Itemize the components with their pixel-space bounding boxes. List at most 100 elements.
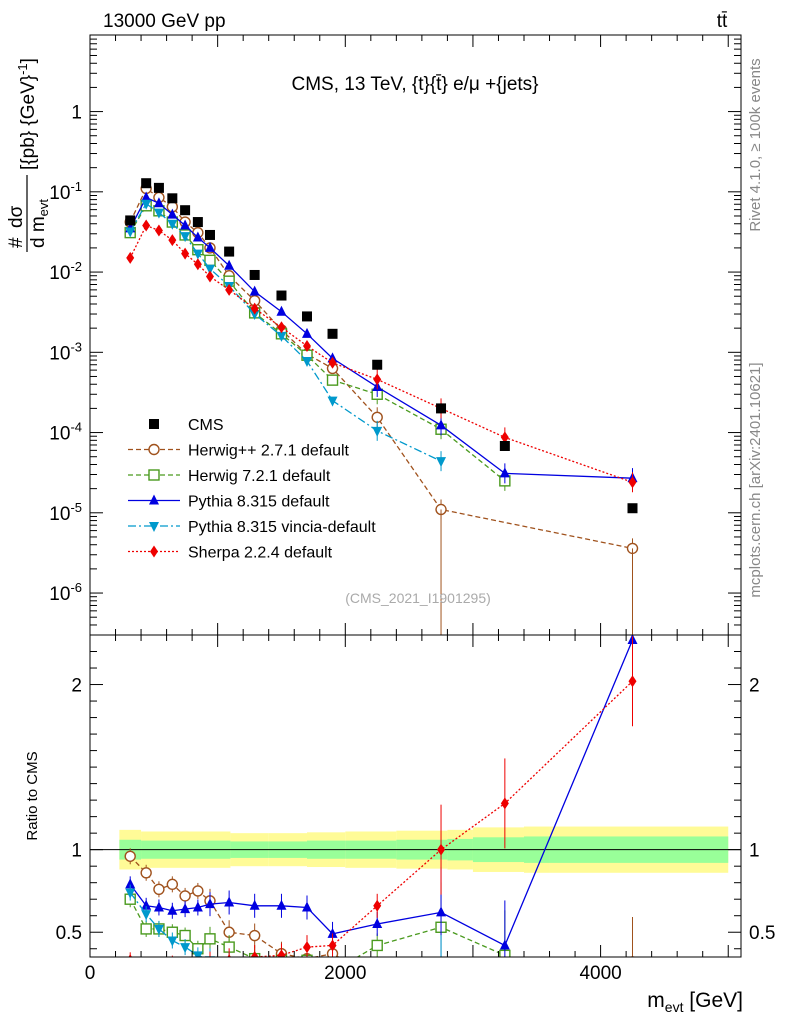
series-point bbox=[154, 224, 163, 237]
series-point bbox=[192, 249, 203, 260]
ratio-panel: 0 2000 4000 0.5 0.5 1 1 2 2 bbox=[56, 634, 775, 984]
ratio-point bbox=[153, 924, 164, 935]
y-tick-label: 10-3 bbox=[49, 339, 82, 364]
ratio-point bbox=[192, 951, 203, 957]
cms-data-point bbox=[192, 217, 203, 228]
series-point bbox=[303, 339, 311, 352]
series-point bbox=[302, 327, 312, 338]
cms-data-point bbox=[302, 311, 312, 322]
cms-data-point bbox=[627, 503, 638, 514]
cms-data-point bbox=[167, 193, 178, 204]
cms-data-point bbox=[204, 229, 215, 240]
series-line bbox=[129, 224, 633, 483]
cms-data-point bbox=[436, 403, 447, 414]
y-tick-label: 1 bbox=[71, 103, 82, 124]
series-point bbox=[249, 285, 260, 296]
x-tick-label: 2000 bbox=[324, 963, 366, 984]
x-tick-label: 4000 bbox=[579, 963, 621, 984]
ratio-point bbox=[499, 939, 510, 950]
ratio-point bbox=[192, 885, 204, 897]
series-point bbox=[180, 232, 191, 243]
legend-marker bbox=[149, 419, 159, 429]
ratio-point bbox=[628, 675, 637, 688]
series-point bbox=[373, 373, 382, 386]
ratio-point bbox=[167, 936, 178, 947]
cms-data-point bbox=[224, 246, 235, 257]
cms-data-point bbox=[499, 440, 510, 451]
ratio-point bbox=[227, 954, 231, 957]
series-point bbox=[141, 199, 152, 210]
ratio-y-tick-label-right: 2 bbox=[749, 676, 760, 697]
main-panel: 1 10-1 10-2 10-3 10-4 10-5 10-6 CMS, 13 TeV, {… bbox=[49, 34, 742, 636]
y-tick-label: 10-6 bbox=[49, 580, 82, 605]
rivet-version-label: Rivet 4.1.0, ≥ 100k events bbox=[747, 58, 764, 231]
series-point bbox=[371, 411, 383, 423]
ratio-point bbox=[372, 917, 383, 928]
series-point bbox=[250, 302, 259, 315]
series-point bbox=[499, 467, 510, 478]
ratio-point bbox=[328, 939, 337, 952]
ratio-point bbox=[153, 901, 164, 912]
ratio-point bbox=[436, 906, 447, 917]
ratio-y-tick-label-right: 0.5 bbox=[749, 923, 775, 944]
series-point bbox=[436, 457, 447, 468]
cms-data-point bbox=[327, 328, 338, 339]
cms-data-point bbox=[125, 215, 136, 226]
ratio-y-tick-label: 2 bbox=[71, 676, 82, 697]
ratio-series-line bbox=[129, 639, 634, 947]
series-point bbox=[276, 305, 287, 316]
ratio-point bbox=[303, 941, 311, 954]
series-point bbox=[153, 208, 164, 219]
ratio-point bbox=[371, 939, 383, 952]
source-label: mcplots.cern.ch [arXiv:2401.10621] bbox=[747, 362, 764, 597]
series-point bbox=[141, 191, 152, 202]
legend-label: Herwig++ 2.7.1 default bbox=[188, 443, 350, 460]
series-point bbox=[125, 227, 136, 238]
ratio-point bbox=[437, 843, 446, 856]
series-point bbox=[276, 331, 287, 342]
ratio-y-tick-label: 1 bbox=[71, 841, 82, 862]
legend-label: Herwig 7.2.1 default bbox=[188, 468, 331, 485]
series-point bbox=[181, 247, 190, 260]
x-tick-label: 0 bbox=[85, 963, 96, 984]
ratio-point bbox=[248, 929, 261, 942]
cms-data-point bbox=[249, 269, 260, 280]
cms-data-point bbox=[141, 178, 152, 189]
series-point bbox=[192, 231, 203, 242]
series-point bbox=[167, 219, 178, 230]
ratio-y-tick-label: 0.5 bbox=[56, 923, 82, 944]
ratio-point bbox=[249, 899, 260, 910]
ratio-point bbox=[277, 949, 286, 957]
ratio-point bbox=[276, 899, 287, 910]
ratio-point bbox=[180, 943, 191, 954]
series-point bbox=[168, 234, 177, 247]
ratio-point bbox=[192, 901, 203, 912]
ratio-point bbox=[224, 896, 235, 907]
series-point bbox=[204, 264, 215, 275]
energy-label: 13000 GeV pp bbox=[103, 11, 226, 32]
series-point bbox=[327, 396, 338, 407]
series-point bbox=[249, 310, 260, 321]
ratio-point bbox=[179, 890, 191, 902]
series-point bbox=[302, 356, 312, 367]
series-line bbox=[129, 202, 442, 462]
cms-data-point bbox=[180, 205, 191, 216]
series-point bbox=[500, 431, 509, 444]
y-label-dsigma: dσ bbox=[6, 205, 27, 228]
legend-marker bbox=[150, 545, 158, 558]
ratio-point bbox=[373, 899, 382, 912]
series-point bbox=[328, 356, 337, 369]
series-point bbox=[205, 270, 214, 283]
ratio-point bbox=[140, 867, 152, 879]
ratio-point bbox=[179, 929, 191, 942]
ratio-point bbox=[167, 904, 178, 915]
ratio-point bbox=[141, 899, 152, 910]
ratio-point bbox=[327, 927, 338, 938]
series-point bbox=[628, 476, 637, 489]
ratio-y-tick-label-right: 1 bbox=[749, 841, 760, 862]
legend-marker bbox=[149, 522, 159, 532]
ratio-frame bbox=[89, 634, 742, 958]
ratio-point bbox=[141, 910, 152, 921]
ratio-point bbox=[500, 797, 509, 810]
